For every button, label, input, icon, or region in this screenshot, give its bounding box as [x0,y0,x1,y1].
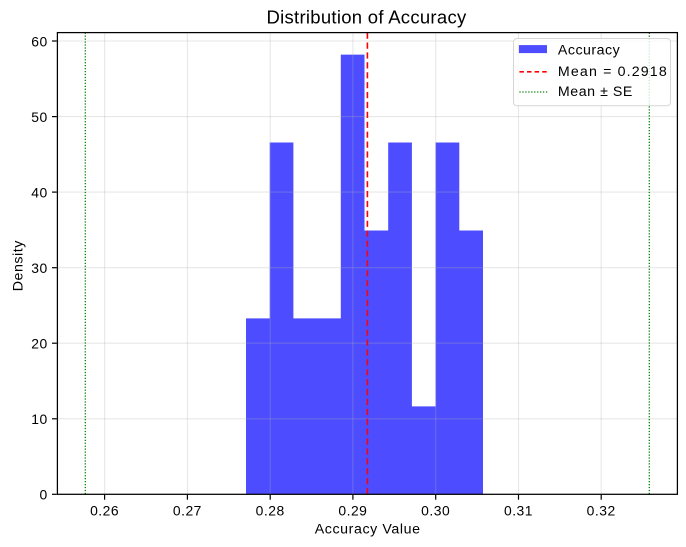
svg-text:50: 50 [31,109,47,125]
svg-text:0.30: 0.30 [421,502,450,518]
svg-text:0.29: 0.29 [338,502,367,518]
svg-text:Accuracy Value: Accuracy Value [315,521,421,537]
svg-text:0.31: 0.31 [504,502,533,518]
svg-text:10: 10 [31,411,47,427]
svg-text:0: 0 [39,487,47,503]
svg-text:Mean ± SE: Mean ± SE [558,84,633,100]
svg-text:20: 20 [31,336,47,352]
svg-text:0.28: 0.28 [256,502,285,518]
svg-text:0.26: 0.26 [90,502,119,518]
svg-text:30: 30 [31,260,47,276]
svg-text:60: 60 [31,33,47,49]
svg-text:0.32: 0.32 [587,502,616,518]
svg-text:Density: Density [10,240,26,292]
svg-text:Accuracy: Accuracy [558,43,621,59]
svg-text:Mean = 0.2918: Mean = 0.2918 [558,64,668,80]
svg-text:Distribution of Accuracy: Distribution of Accuracy [266,7,466,28]
svg-text:0.27: 0.27 [173,502,202,518]
svg-text:40: 40 [31,185,47,201]
